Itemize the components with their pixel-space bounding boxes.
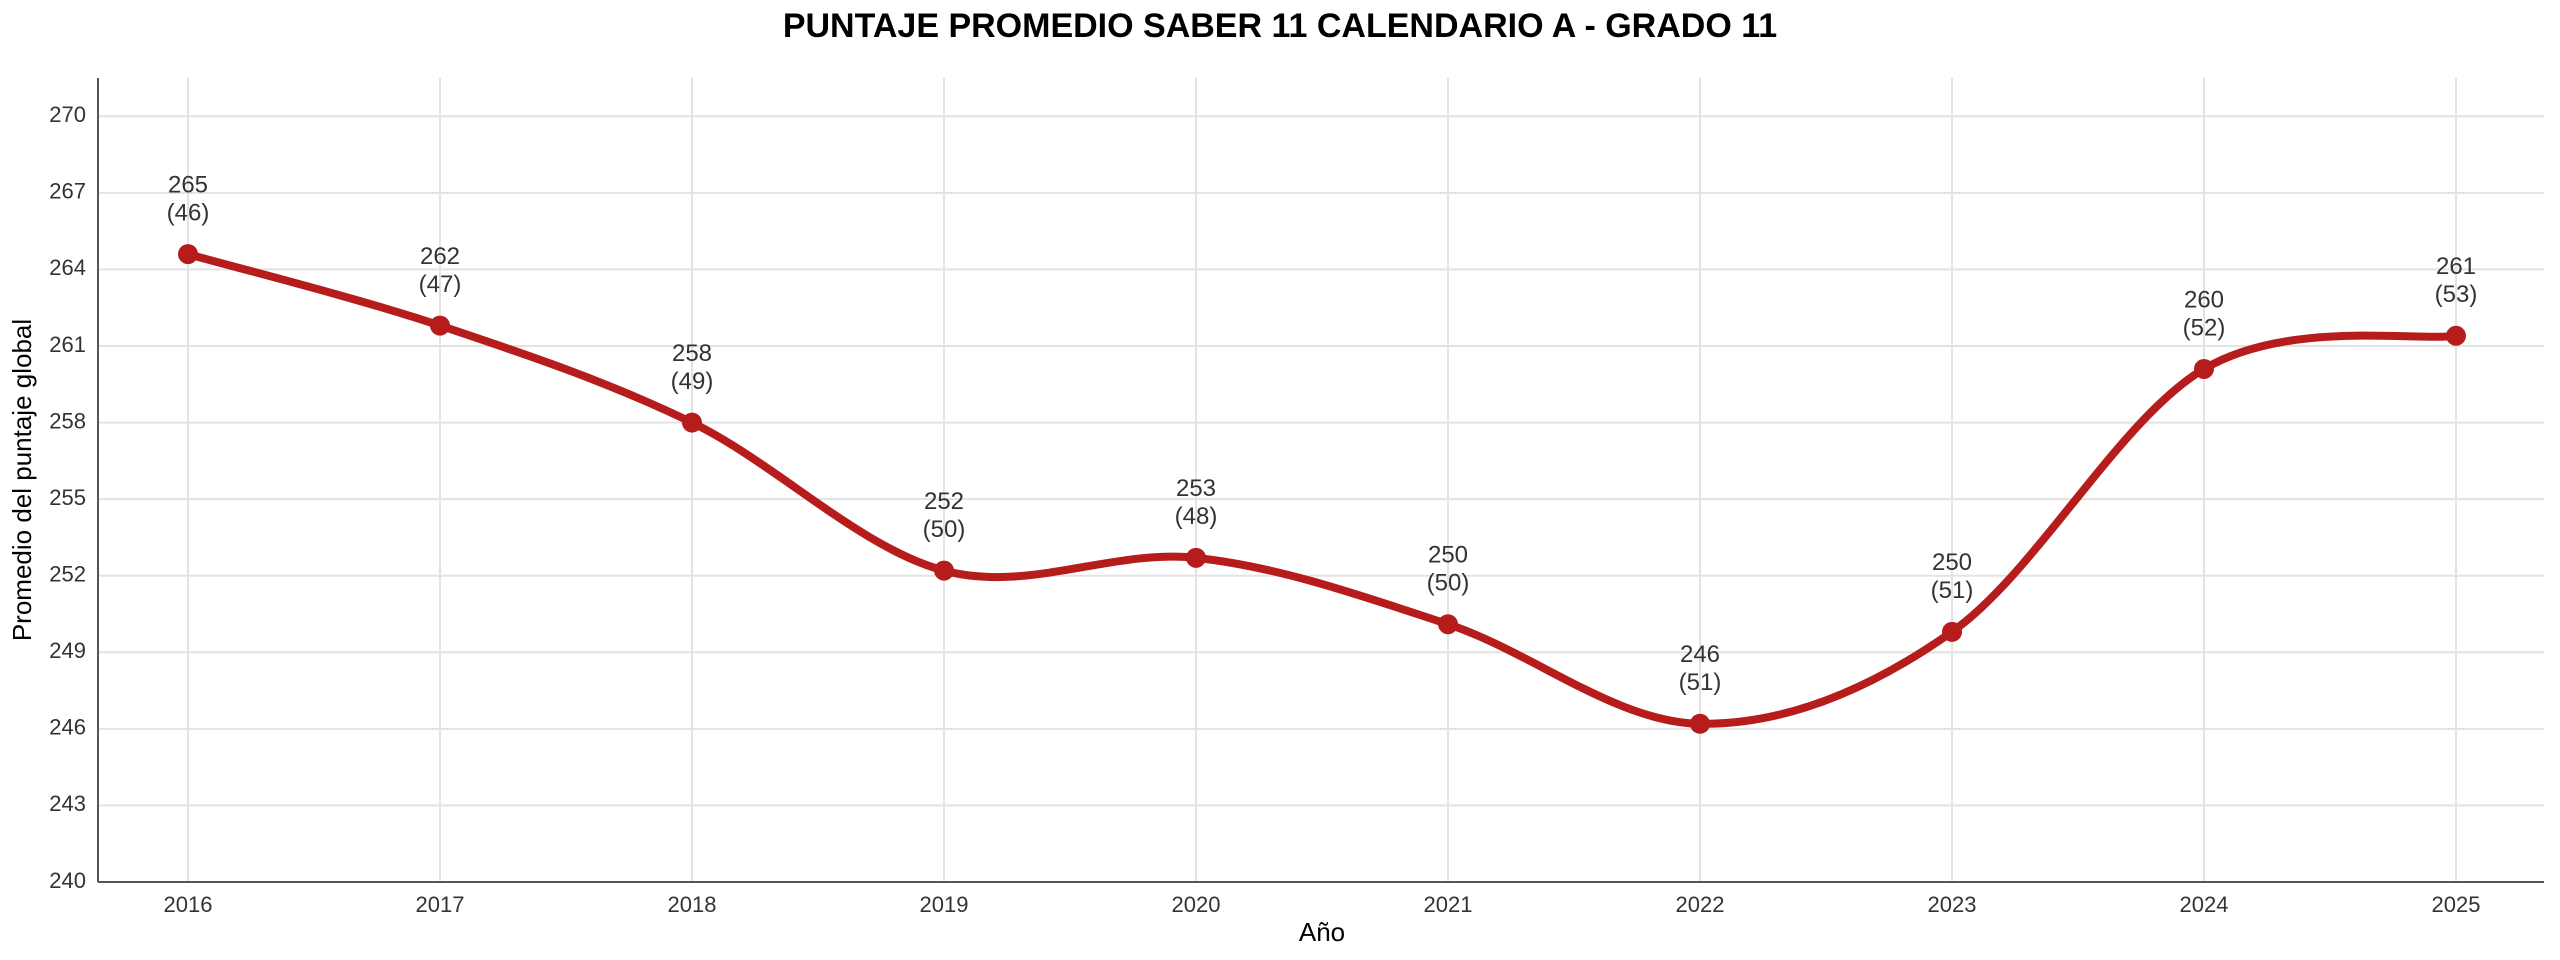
y-tick-label: 249: [49, 638, 86, 663]
x-tick-label: 2024: [2180, 892, 2229, 917]
point: [934, 560, 954, 581]
point: [1690, 713, 1710, 734]
point: [1942, 621, 1962, 642]
point: [1438, 614, 1458, 635]
value-label: 262: [420, 243, 460, 270]
x-tick-label: 2017: [416, 892, 465, 917]
x-tick-label: 2021: [1424, 892, 1473, 917]
value-label: 250: [1428, 542, 1468, 569]
x-axis-label: Año: [1299, 917, 1345, 947]
value-label: 253: [1176, 475, 1216, 502]
count-label: (49): [671, 368, 714, 395]
count-label: (52): [2183, 314, 2226, 341]
y-tick-label: 255: [49, 485, 86, 510]
y-tick-label: 240: [49, 868, 86, 893]
y-tick-label: 267: [49, 179, 86, 204]
value-label: 260: [2184, 286, 2224, 313]
count-label: (47): [419, 271, 462, 298]
y-tick-label: 258: [49, 408, 86, 433]
value-label: 246: [1680, 641, 1720, 668]
count-label: (50): [923, 516, 966, 543]
count-label: (51): [1679, 669, 1722, 696]
y-tick-label: 252: [49, 562, 86, 587]
y-tick-label: 246: [49, 715, 86, 740]
y-tick-label: 264: [49, 255, 86, 280]
count-label: (53): [2435, 281, 2478, 308]
count-label: (50): [1427, 570, 1470, 597]
value-label: 258: [672, 340, 712, 367]
count-label: (48): [1175, 503, 1218, 530]
value-label: 250: [1932, 549, 1972, 576]
point: [2194, 358, 2214, 379]
point: [178, 244, 198, 265]
x-tick-label: 2016: [164, 892, 213, 917]
x-tick-label: 2023: [1928, 892, 1977, 917]
y-tick-label: 270: [49, 102, 86, 127]
x-tick-label: 2020: [1172, 892, 1221, 917]
y-axis-label: Promedio del puntaje global: [7, 319, 37, 641]
value-label: 265: [168, 171, 208, 198]
x-tick-label: 2022: [1676, 892, 1725, 917]
value-label: 252: [924, 488, 964, 515]
y-tick-label: 261: [49, 332, 86, 357]
point: [682, 412, 702, 433]
x-tick-label: 2019: [920, 892, 969, 917]
y-tick-label: 243: [49, 791, 86, 816]
x-tick-label: 2018: [668, 892, 717, 917]
chart-title: PUNTAJE PROMEDIO SABER 11 CALENDARIO A -…: [783, 7, 1777, 45]
count-label: (46): [167, 199, 210, 226]
point: [1186, 547, 1206, 568]
x-tick-label: 2025: [2432, 892, 2481, 917]
point: [2446, 325, 2466, 346]
count-label: (51): [1931, 577, 1974, 604]
line: [184, 250, 2460, 728]
value-label: 261: [2436, 253, 2476, 280]
point: [430, 315, 450, 336]
